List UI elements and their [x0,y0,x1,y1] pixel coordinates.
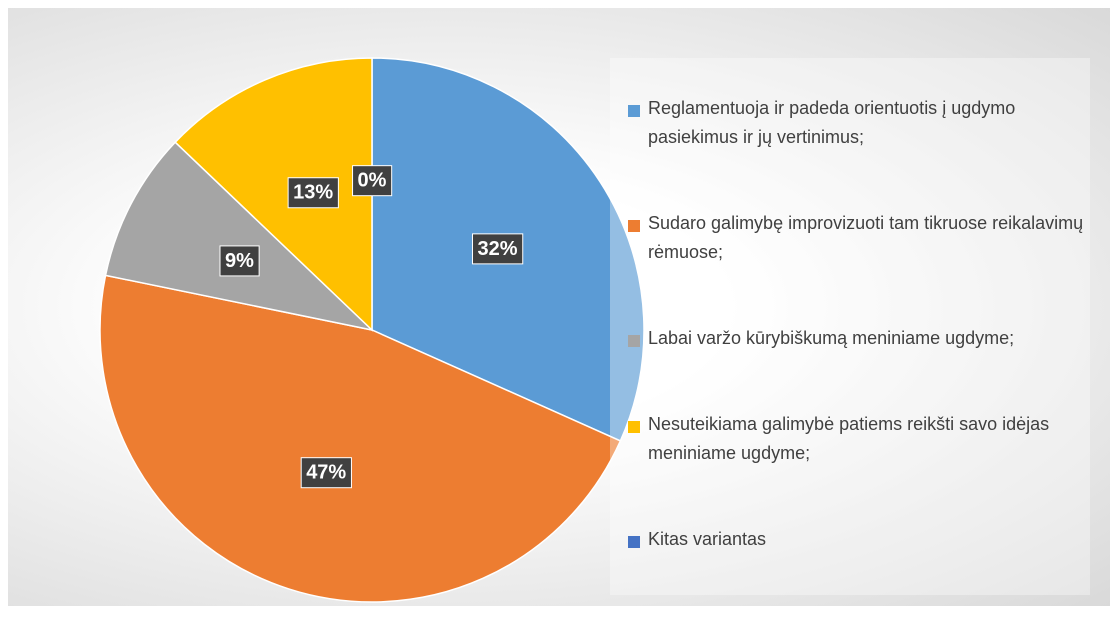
legend-swatch [628,220,640,232]
legend-label: Kitas variantas [648,529,767,549]
legend-label: Sudaro galimybę improvizuoti tam tikruos… [648,213,1084,262]
legend-item: Sudaro galimybę improvizuoti tam tikruos… [610,213,1090,267]
data-label-text: 9% [225,250,254,272]
legend-swatch [628,105,640,117]
legend-label: Reglamentuoja ir padeda orientuotis į ug… [648,98,1016,147]
legend-label: Labai varžo kūrybiškumą meniniame ugdyme… [648,328,1015,348]
data-label: 47% [300,457,352,489]
data-label-text: 32% [477,238,517,260]
pie-slice [174,57,373,332]
legend-item: Reglamentuoja ir padeda orientuotis į ug… [610,98,1090,152]
legend-swatch [628,536,640,548]
pie-slice [99,274,622,603]
data-label-text: 0% [358,170,387,192]
legend-swatch [628,421,640,433]
pie-slice [104,141,375,332]
legend-item: Kitas variantas [610,529,1090,554]
legend: Reglamentuoja ir padeda orientuotis į ug… [610,58,1090,595]
data-label-box [352,165,393,197]
data-label-box [471,233,524,265]
data-label-box [219,245,260,277]
legend-label: Nesuteikiama galimybė patiems reikšti sa… [648,414,1050,463]
data-label: 32% [471,233,524,265]
data-label: 9% [219,245,260,277]
legend-swatch [628,335,640,347]
legend-item: Labai varžo kūrybiškumą meniniame ugdyme… [610,328,1090,353]
legend-item: Nesuteikiama galimybė patiems reikšti sa… [610,414,1090,468]
data-label: 0% [352,165,393,197]
data-label-box [300,457,352,489]
data-label-text: 13% [293,182,333,204]
data-label-box [287,177,339,209]
data-label-text: 47% [306,462,346,484]
data-label: 13% [287,177,339,209]
